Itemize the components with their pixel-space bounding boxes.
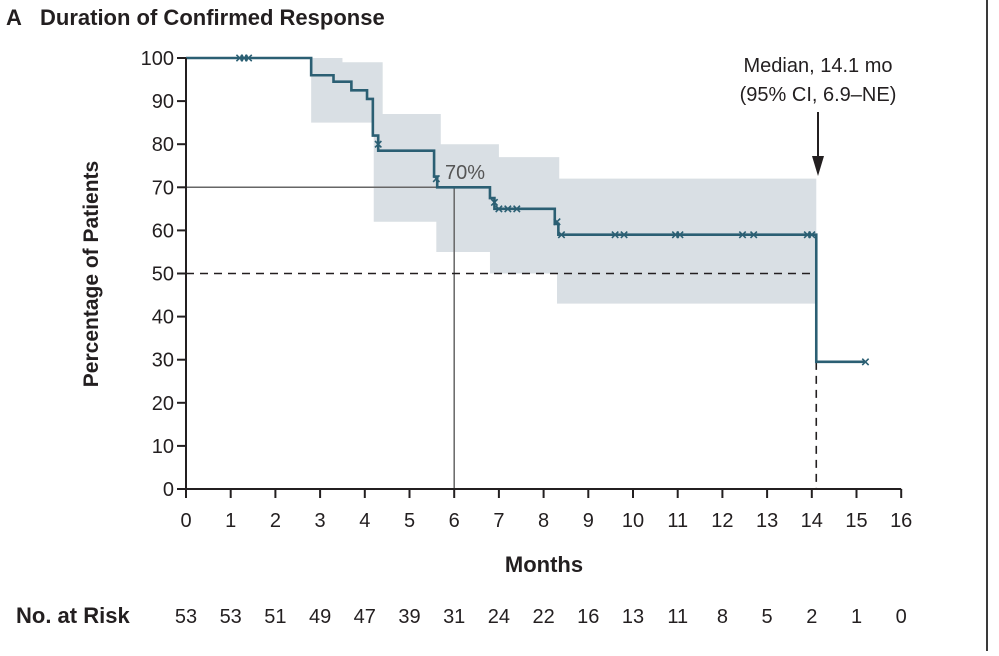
y-tick-label: 50: [152, 264, 174, 286]
y-tick-label: 30: [152, 350, 174, 372]
at-risk-label: No. at Risk: [16, 603, 130, 628]
y-tick-label: 20: [152, 393, 174, 415]
at-risk-count: 11: [667, 606, 688, 628]
at-risk-count: 22: [532, 606, 554, 628]
y-tick-label: 100: [141, 48, 174, 70]
median-arrow-head: [812, 156, 824, 176]
x-tick-label: 8: [538, 510, 549, 532]
at-risk-count: 24: [488, 606, 510, 628]
at-risk-count: 8: [717, 606, 728, 628]
censor-mark: [808, 230, 816, 239]
panel-border: [986, 0, 988, 651]
censor-mark: [553, 218, 561, 226]
at-risk-count: 13: [622, 606, 644, 628]
y-tick-label: 90: [152, 91, 174, 113]
at-risk-count: 1: [851, 606, 862, 628]
censor-mark: [861, 358, 870, 366]
censor-mark: [495, 205, 503, 213]
censor-mark: [557, 230, 566, 239]
x-tick-label: 10: [622, 510, 644, 532]
at-risk-count: 39: [398, 606, 420, 628]
y-tick-label: 70: [152, 177, 174, 199]
at-risk-count: 5: [762, 606, 773, 628]
median-annotation-line2: (95% CI, 6.9–NE): [740, 84, 897, 106]
at-risk-count: 47: [354, 606, 376, 628]
censor-mark: [490, 198, 499, 207]
median-annotation-line1: Median, 14.1 mo: [744, 55, 893, 77]
censor-mark: [620, 230, 628, 239]
x-tick-label: 9: [583, 510, 594, 532]
censor-mark: [676, 230, 684, 239]
censor-mark: [513, 205, 521, 213]
at-risk-count: 16: [577, 606, 599, 628]
x-tick-label: 15: [845, 510, 867, 532]
at-risk-count: 2: [806, 606, 817, 628]
at-risk-count: 53: [220, 606, 242, 628]
x-tick-label: 13: [756, 510, 778, 532]
at-risk-count: 49: [309, 606, 331, 628]
y-tick-label: 60: [152, 220, 174, 242]
at-risk-count: 0: [896, 606, 907, 628]
y-tick-label: 0: [163, 479, 174, 501]
x-tick-label: 1: [225, 510, 236, 532]
censor-mark: [432, 174, 441, 183]
survival-curve: [186, 56, 866, 364]
at-risk-count: 31: [443, 606, 465, 628]
x-tick-label: 14: [801, 510, 823, 532]
censor-mark: [611, 230, 619, 239]
censor-mark: [374, 140, 382, 148]
x-tick-label: 12: [711, 510, 733, 532]
y-tick-label: 40: [152, 307, 174, 329]
x-tick-label: 6: [449, 510, 460, 532]
six-month-label: 70%: [445, 162, 485, 184]
x-tick-label: 7: [493, 510, 504, 532]
y-tick-label: 80: [152, 134, 174, 156]
x-tick-label: 0: [180, 510, 191, 532]
x-tick-label: 5: [404, 510, 415, 532]
at-risk-count: 51: [264, 606, 286, 628]
y-axis-label: Percentage of Patients: [80, 161, 103, 387]
censor-mark: [738, 230, 747, 239]
x-tick-label: 2: [270, 510, 281, 532]
censor-mark: [244, 54, 253, 62]
x-tick-label: 11: [667, 510, 688, 532]
x-tick-label: 4: [359, 510, 370, 532]
panel-letter: A: [6, 5, 22, 30]
chart-title: Duration of Confirmed Response: [40, 5, 385, 30]
y-tick-label: 10: [152, 436, 174, 458]
x-tick-label: 16: [890, 510, 912, 532]
at-risk-count: 53: [175, 606, 197, 628]
x-axis-label: Months: [505, 552, 583, 577]
censor-mark: [504, 205, 512, 213]
confidence-band: [311, 58, 817, 304]
censor-mark: [749, 230, 758, 239]
x-tick-label: 3: [315, 510, 326, 532]
